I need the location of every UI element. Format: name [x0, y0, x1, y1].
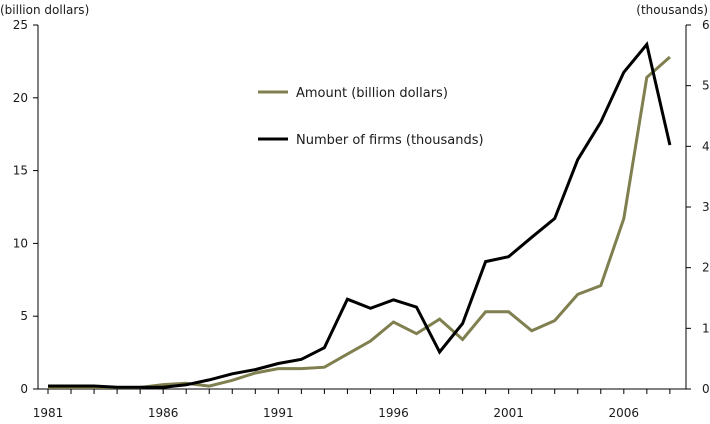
series-line-amount: [48, 55, 671, 389]
left-axis-label: (billion dollars): [0, 3, 89, 17]
left-y-tick-label-20: 20: [13, 91, 28, 105]
x-tick-label-2006: 2006: [609, 406, 640, 420]
left-y-tick-label-15: 15: [13, 164, 28, 178]
x-tick-label-1991: 1991: [263, 406, 294, 420]
right-y-tick-label-0: 0: [702, 382, 710, 396]
right-axis-label: (thousands): [636, 3, 708, 17]
right-y-tick-label-2: 2: [702, 261, 710, 275]
legend-label-firms: Number of firms (thousands): [296, 133, 484, 148]
x-tick-label-1986: 1986: [148, 406, 179, 420]
right-y-tick-label-4: 4: [702, 139, 710, 153]
right-y-tick-label-1: 1: [702, 321, 710, 335]
left-y-tick-label-10: 10: [13, 236, 28, 250]
left-y-tick-label-25: 25: [13, 18, 28, 32]
x-tick-label-1996: 1996: [378, 406, 409, 420]
left-y-tick-label-0: 0: [20, 382, 28, 396]
right-y-tick-label-5: 5: [702, 79, 710, 93]
series-lines: [48, 41, 672, 389]
right-y-tick-label-6: 6: [702, 18, 710, 32]
tick-labels: 1981 1986 1991 1996 2001 2006 0 5 10 15 20 25 0 1 2 3 4 5…: [13, 18, 710, 420]
left-y-tick-label-5: 5: [20, 309, 28, 323]
axes: [33, 24, 691, 394]
legend-label-amount: Amount (billion dollars): [296, 86, 448, 101]
right-y-tick-label-3: 3: [702, 200, 710, 214]
series-line-firms: [48, 41, 672, 389]
legend: Amount (billion dollars) Number of firms…: [258, 86, 484, 148]
x-tick-label-2001: 2001: [493, 406, 524, 420]
x-tick-label-1981: 1981: [33, 406, 64, 420]
